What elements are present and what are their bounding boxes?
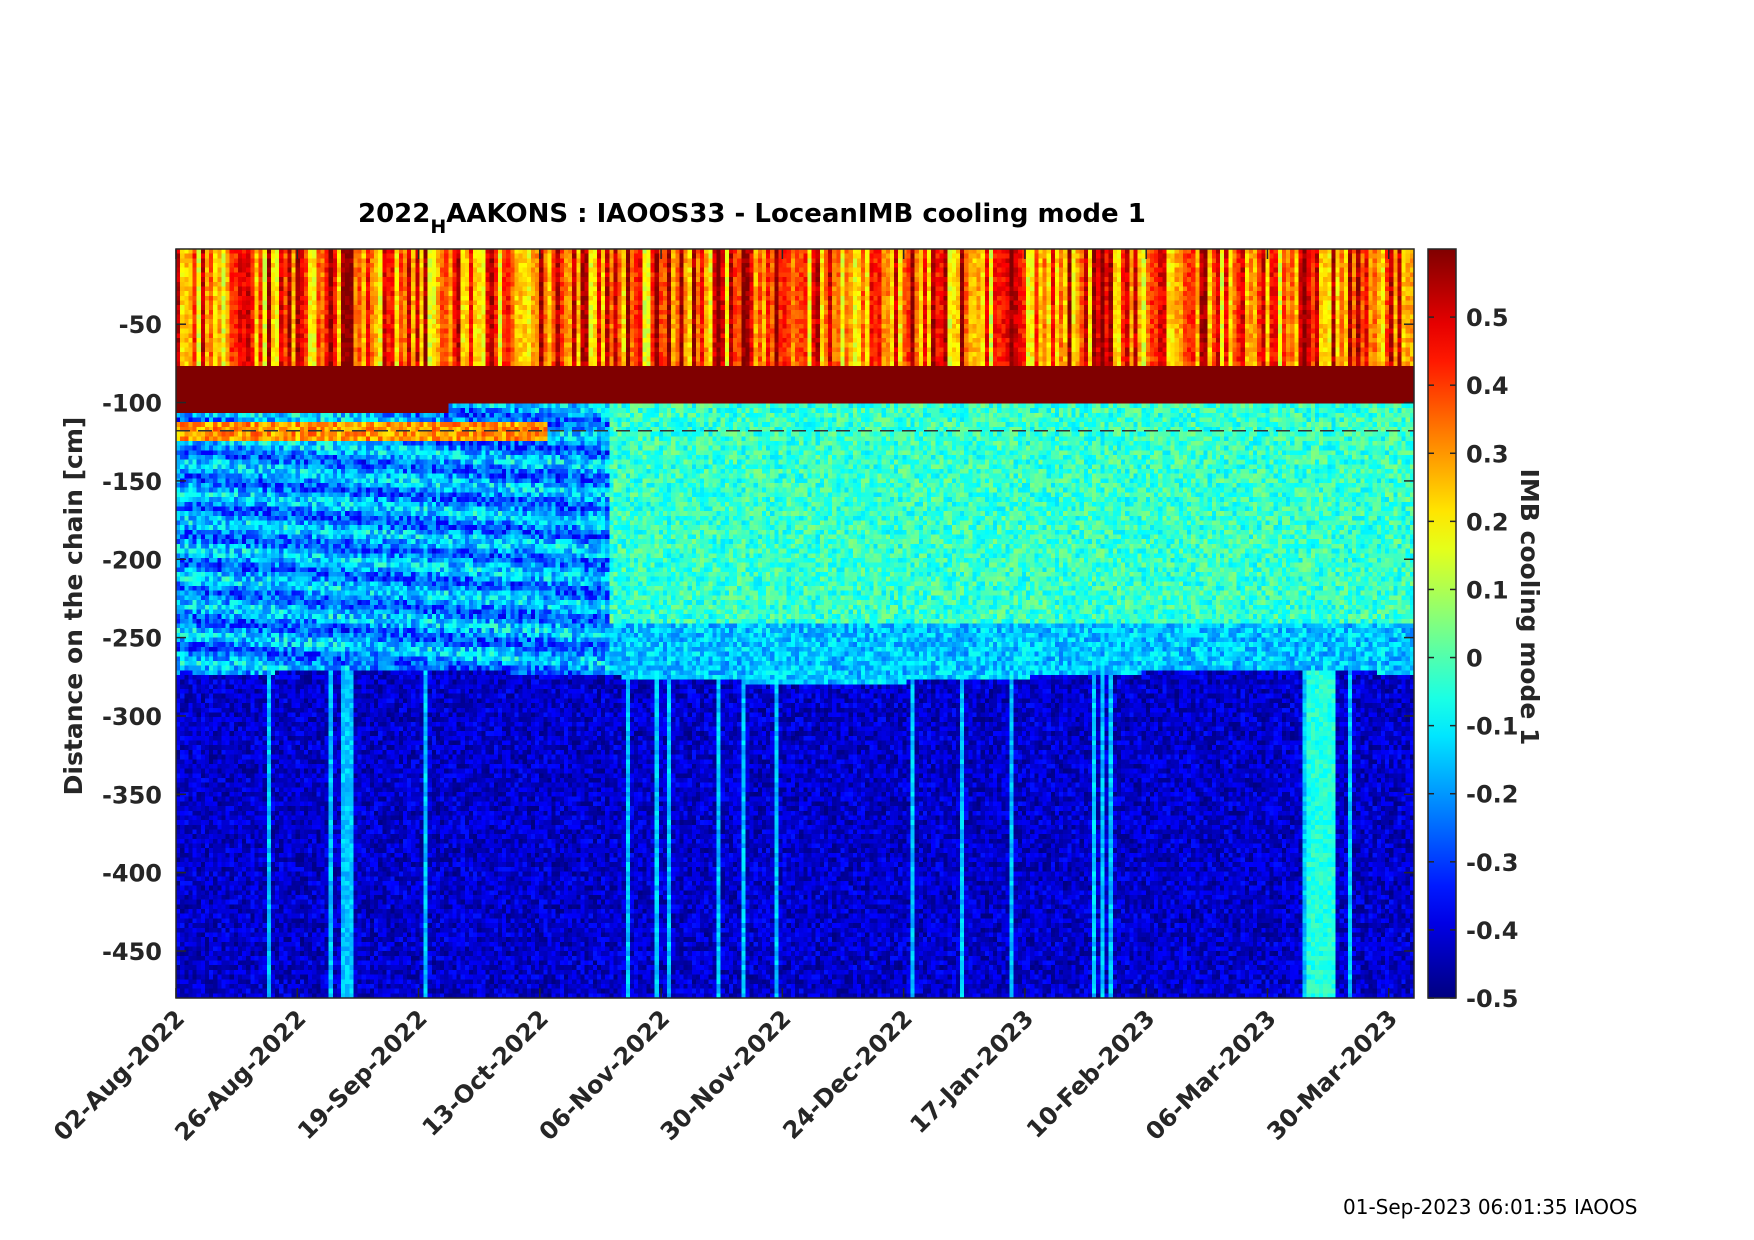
footer-timestamp: 01-Sep-2023 06:01:35 IAOOS (1343, 1195, 1638, 1219)
colorbar-gradient (1427, 248, 1457, 999)
y-tick-label: -150 (102, 468, 162, 496)
y-tick-label: -250 (102, 625, 162, 653)
y-tick-label: -50 (119, 311, 162, 339)
y-tick-label: -200 (102, 546, 162, 574)
colorbar-tick-label: -0.3 (1466, 849, 1518, 877)
x-tick-label: 13-Oct-2022 (417, 1004, 554, 1141)
colorbar: 0.5 0.4 0.3 0.2 0.1 0 -0.1 -0.2 -0.3 -0.4 -0.5 (1427, 248, 1518, 1013)
colorbar-tick-label: 0.2 (1466, 508, 1509, 536)
colorbar-tick-label: 0 (1466, 645, 1483, 673)
y-tick-label: -300 (102, 703, 162, 731)
heatmap-area (176, 249, 1414, 998)
colorbar-tick-label: -0.2 (1466, 781, 1518, 809)
colorbar-tick-label: 0.4 (1466, 372, 1509, 400)
y-axis-label: Distance on the chain [cm] (59, 417, 88, 796)
y-tick-label: -450 (102, 938, 162, 966)
chart-title-main: 2022 (358, 199, 430, 229)
x-tick-label: 06-Nov-2022 (534, 1004, 676, 1146)
colorbar-tick-label: 0.5 (1466, 304, 1509, 332)
x-tick-label: 17-Jan-2023 (905, 1004, 1040, 1139)
x-tick-label: 10-Feb-2023 (1021, 1004, 1160, 1143)
colorbar-label: IMB cooling mode 1 (1515, 469, 1544, 746)
x-tick-label: 19-Sep-2022 (292, 1004, 433, 1145)
chart-title: 2022HAAKONS : IAOOS33 - LoceanIMB coolin… (358, 199, 1146, 238)
y-tick-label: -350 (102, 781, 162, 809)
colorbar-tick-label: -0.4 (1466, 917, 1518, 945)
y-tick-label: -400 (102, 860, 162, 888)
x-tick-label: 02-Aug-2022 (48, 1004, 190, 1146)
plot-frame (175, 248, 1415, 999)
x-tick-label: 26-Aug-2022 (169, 1004, 311, 1146)
x-tick-label: 30-Mar-2023 (1262, 1004, 1403, 1145)
x-tick-label: 30-Nov-2022 (655, 1004, 797, 1146)
x-tick-label: 24-Dec-2022 (777, 1004, 917, 1144)
colorbar-tick-label: 0.3 (1466, 440, 1509, 468)
colorbar-tick-label: 0.1 (1466, 576, 1509, 604)
y-tick-label: -100 (102, 390, 162, 418)
colorbar-tick-label: -0.1 (1466, 713, 1518, 741)
chart-title-subscript: H (430, 216, 446, 238)
heatmap-image (176, 249, 1414, 998)
x-tick-label: 06-Mar-2023 (1140, 1004, 1281, 1145)
chart-title-rest: AAKONS : IAOOS33 - LoceanIMB cooling mod… (446, 199, 1146, 229)
colorbar-tick-label: -0.5 (1466, 985, 1518, 1013)
